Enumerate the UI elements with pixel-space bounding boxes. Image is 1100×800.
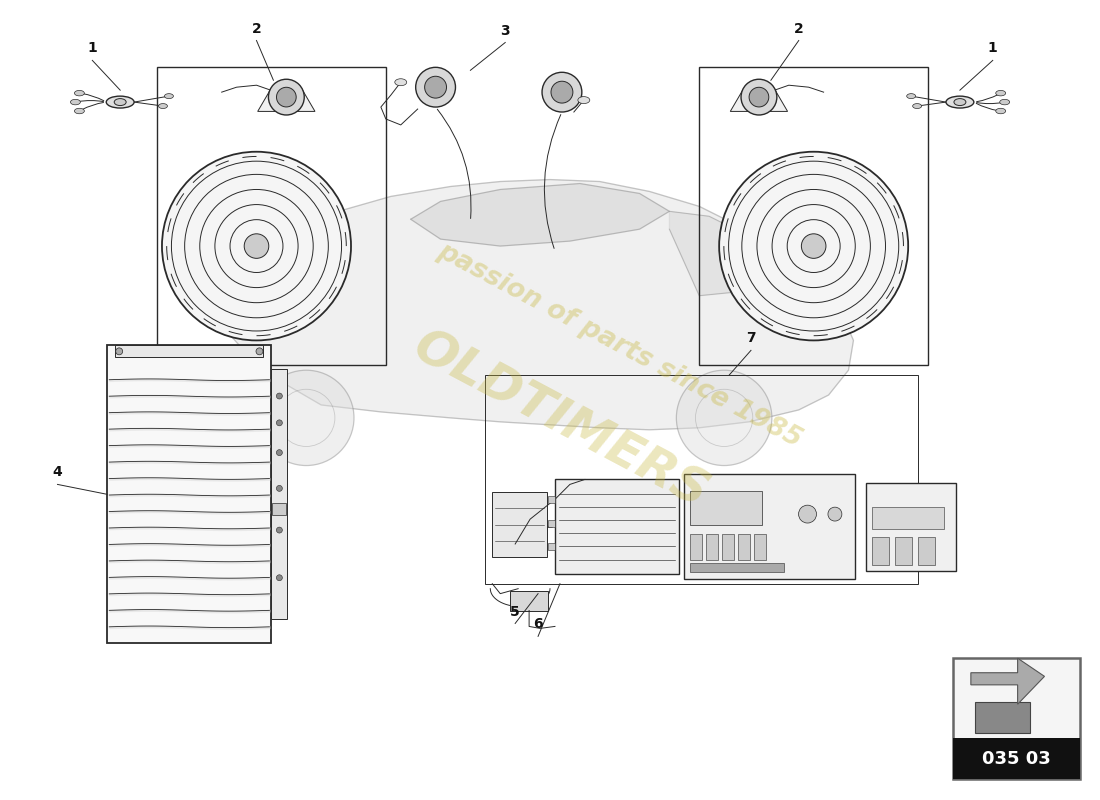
Bar bbox=[485, 375, 918, 584]
Bar bbox=[975, 702, 1030, 734]
Bar bbox=[918, 537, 935, 565]
Circle shape bbox=[719, 152, 909, 341]
Bar bbox=[953, 658, 1080, 779]
Bar bbox=[872, 507, 944, 529]
Bar bbox=[493, 492, 547, 557]
Circle shape bbox=[676, 370, 772, 466]
Bar bbox=[273, 503, 286, 515]
Text: 5: 5 bbox=[510, 605, 520, 618]
Bar bbox=[691, 491, 762, 525]
Polygon shape bbox=[971, 658, 1045, 704]
Circle shape bbox=[268, 79, 305, 115]
Polygon shape bbox=[191, 179, 854, 430]
Circle shape bbox=[551, 82, 573, 103]
Circle shape bbox=[258, 370, 354, 466]
Ellipse shape bbox=[114, 98, 126, 106]
Ellipse shape bbox=[165, 94, 174, 98]
Ellipse shape bbox=[578, 97, 590, 103]
Bar bbox=[548, 520, 556, 526]
Circle shape bbox=[244, 234, 268, 258]
Ellipse shape bbox=[70, 99, 80, 105]
Bar bbox=[895, 537, 912, 565]
Circle shape bbox=[741, 79, 777, 115]
Ellipse shape bbox=[913, 103, 922, 109]
Bar bbox=[116, 346, 263, 358]
Ellipse shape bbox=[1000, 99, 1010, 105]
Bar bbox=[755, 534, 767, 560]
Ellipse shape bbox=[158, 103, 167, 109]
Ellipse shape bbox=[906, 94, 915, 98]
Ellipse shape bbox=[75, 90, 85, 96]
Circle shape bbox=[276, 450, 283, 456]
Circle shape bbox=[749, 87, 769, 107]
Circle shape bbox=[276, 393, 283, 399]
Bar bbox=[684, 474, 856, 578]
Circle shape bbox=[256, 348, 263, 355]
Bar bbox=[556, 479, 680, 574]
Text: 4: 4 bbox=[53, 466, 63, 479]
Bar bbox=[723, 534, 734, 560]
Circle shape bbox=[276, 87, 296, 107]
Text: 7: 7 bbox=[746, 331, 756, 346]
Circle shape bbox=[276, 574, 283, 581]
Ellipse shape bbox=[996, 108, 1005, 114]
Bar bbox=[867, 483, 956, 571]
Circle shape bbox=[828, 507, 842, 521]
Bar bbox=[157, 67, 386, 366]
Circle shape bbox=[276, 486, 283, 491]
Bar bbox=[548, 543, 556, 550]
Circle shape bbox=[276, 420, 283, 426]
Text: 2: 2 bbox=[794, 22, 804, 35]
Circle shape bbox=[425, 76, 447, 98]
Bar bbox=[706, 534, 718, 560]
Bar bbox=[510, 590, 548, 610]
Text: 035 03: 035 03 bbox=[982, 750, 1050, 768]
Ellipse shape bbox=[395, 78, 407, 86]
Polygon shape bbox=[730, 90, 788, 111]
Circle shape bbox=[542, 72, 582, 112]
Ellipse shape bbox=[75, 108, 85, 114]
Bar bbox=[548, 496, 556, 503]
Bar bbox=[107, 346, 272, 643]
Circle shape bbox=[799, 505, 816, 523]
Circle shape bbox=[416, 67, 455, 107]
Text: 1: 1 bbox=[87, 42, 97, 55]
Polygon shape bbox=[410, 183, 670, 246]
Polygon shape bbox=[670, 211, 779, 296]
Circle shape bbox=[276, 527, 283, 533]
Text: 6: 6 bbox=[534, 618, 543, 631]
Polygon shape bbox=[257, 90, 315, 111]
Bar bbox=[738, 534, 750, 560]
Wedge shape bbox=[217, 278, 242, 310]
Bar bbox=[953, 738, 1080, 779]
Text: OLDTIMERS: OLDTIMERS bbox=[405, 322, 716, 518]
Ellipse shape bbox=[107, 96, 134, 108]
Circle shape bbox=[162, 152, 351, 341]
Bar bbox=[691, 563, 784, 573]
Text: 1: 1 bbox=[988, 42, 998, 55]
Bar bbox=[272, 370, 287, 619]
Circle shape bbox=[116, 348, 123, 355]
Text: 3: 3 bbox=[500, 23, 510, 38]
Ellipse shape bbox=[954, 98, 966, 106]
Bar bbox=[700, 67, 928, 366]
Ellipse shape bbox=[946, 96, 974, 108]
Circle shape bbox=[802, 234, 826, 258]
Text: passion of parts since 1985: passion of parts since 1985 bbox=[433, 238, 806, 453]
Text: 2: 2 bbox=[252, 22, 262, 35]
Ellipse shape bbox=[996, 90, 1005, 96]
Bar bbox=[872, 537, 889, 565]
Bar bbox=[691, 534, 702, 560]
